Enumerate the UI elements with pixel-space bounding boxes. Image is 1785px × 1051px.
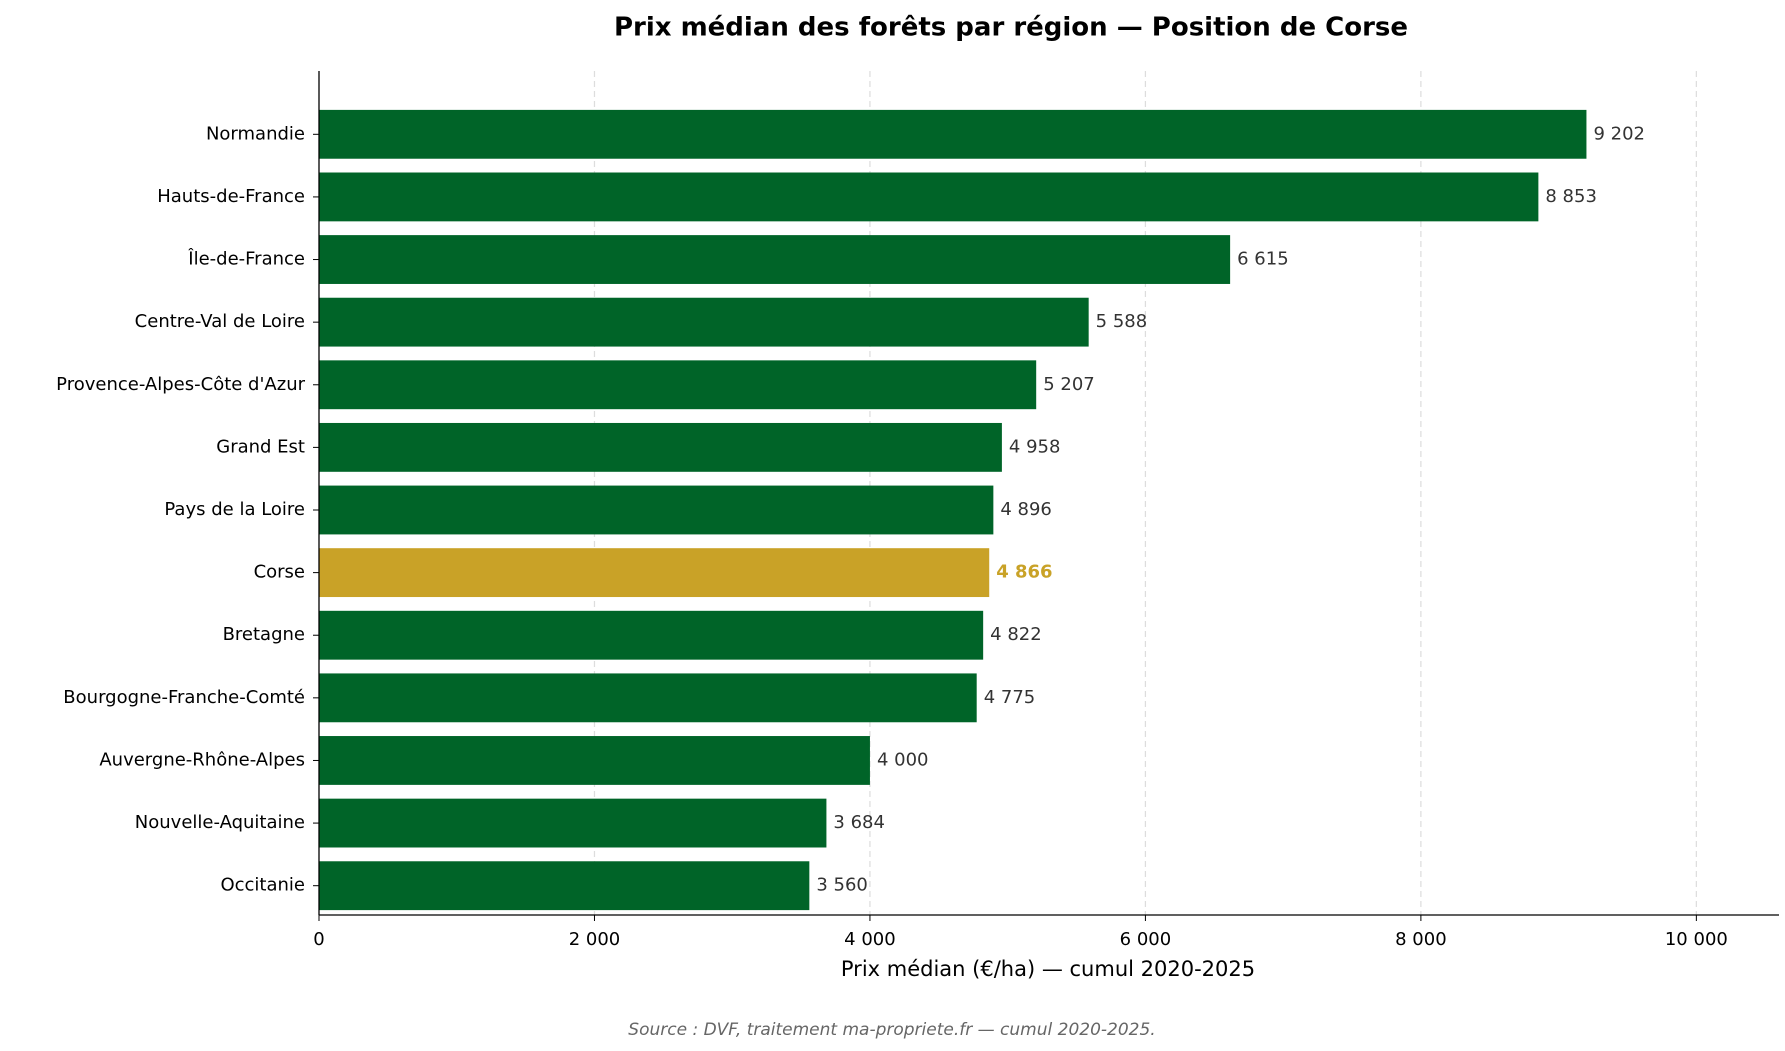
bar	[319, 360, 1037, 410]
y-tick-label: Pays de la Loire	[164, 499, 305, 520]
value-label: 4 775	[984, 687, 1036, 708]
value-label: 3 560	[816, 875, 868, 896]
y-tick-label: Bourgogne-Franche-Comté	[63, 687, 305, 708]
y-tick-label: Île-de-France	[187, 248, 305, 270]
y-tick-label: Grand Est	[216, 436, 305, 457]
x-tick-label: 4 000	[844, 929, 896, 950]
bar	[319, 610, 984, 660]
bar	[319, 422, 1002, 472]
value-label: 4 000	[877, 749, 929, 770]
chart-title: Prix médian des forêts par région — Posi…	[614, 13, 1408, 43]
y-tick-label: Nouvelle-Aquitaine	[135, 812, 305, 833]
x-tick-label: 10 000	[1665, 929, 1728, 950]
bar	[319, 736, 870, 785]
y-tick-label: Corse	[254, 562, 305, 583]
y-tick-label: Bretagne	[223, 624, 305, 645]
bar	[319, 485, 994, 535]
bar	[319, 297, 1089, 347]
value-label: 4 958	[1009, 436, 1061, 457]
y-tick-label: Hauts-de-France	[157, 186, 305, 207]
bar	[319, 548, 990, 598]
y-tick-label: Provence-Alpes-Côte d'Azur	[56, 374, 305, 395]
y-tick-label: Occitanie	[220, 875, 305, 896]
bar	[319, 235, 1231, 284]
x-axis-label: Prix médian (€/ha) — cumul 2020-2025	[841, 957, 1255, 981]
bar	[319, 172, 1539, 222]
x-tick-label: 0	[313, 929, 324, 950]
y-tick-label: Normandie	[206, 123, 305, 144]
value-label: 5 588	[1096, 311, 1148, 332]
x-tick-label: 6 000	[1120, 929, 1172, 950]
y-tick-label: Auvergne-Rhône-Alpes	[99, 749, 305, 770]
value-label: 8 853	[1545, 186, 1597, 207]
bar	[319, 109, 1587, 159]
value-label: 4 866	[996, 562, 1052, 583]
value-label: 9 202	[1593, 123, 1645, 144]
value-label: 4 822	[990, 624, 1042, 645]
source-note: Source : DVF, traitement ma-propriete.fr…	[628, 1020, 1155, 1040]
x-tick-label: 2 000	[569, 929, 621, 950]
value-label: 3 684	[833, 812, 885, 833]
bar	[319, 861, 810, 911]
bar	[319, 798, 827, 848]
y-tick-label: Centre-Val de Loire	[135, 311, 305, 332]
value-label: 5 207	[1043, 374, 1095, 395]
value-label: 4 896	[1000, 499, 1052, 520]
bar	[319, 673, 977, 723]
x-tick-label: 8 000	[1395, 929, 1447, 950]
value-label: 6 615	[1237, 249, 1289, 270]
